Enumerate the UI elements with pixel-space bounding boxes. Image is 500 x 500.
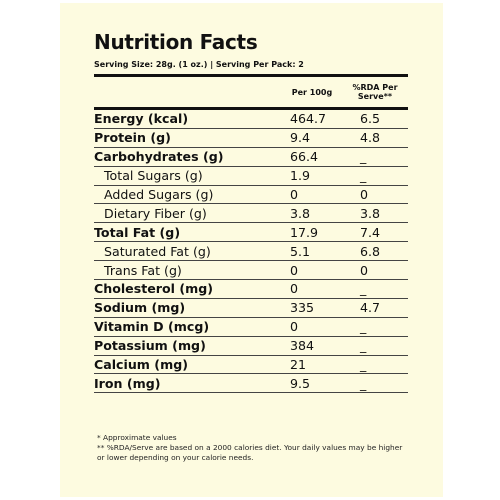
rda-value: 0 [360, 187, 369, 202]
nutrient-label: Carbohydrates (g) [94, 149, 224, 165]
rda-value: 0 [360, 262, 369, 278]
rda-note: ** %RDA/Serve are based on a 2000 calori… [97, 443, 403, 462]
nutrient-label: Dietary Fiber (g) [104, 205, 207, 221]
table-row: Trans Fat (g) 0 0 [94, 261, 408, 281]
divider-thick [94, 107, 408, 110]
rda-value: 6.5 [360, 111, 381, 127]
table-row: Total Sugars (g) 1.9 _ [94, 167, 408, 186]
rda-value: 3.8 [360, 205, 381, 221]
footnotes: * Approximate values ** %RDA/Serve are b… [97, 433, 407, 463]
page-title: Nutrition Facts [94, 30, 258, 54]
approximate-values-note: * Approximate values [97, 433, 177, 442]
nutrient-label: Added Sugars (g) [104, 187, 214, 202]
per-100g-value: 335 [290, 300, 315, 316]
rda-value: _ [360, 375, 367, 391]
table-row: Added Sugars (g) 0 0 [94, 186, 408, 205]
nutrient-label: Saturated Fat (g) [104, 243, 211, 259]
rda-value: _ [360, 338, 367, 354]
nutrient-label: Sodium (mg) [94, 300, 186, 316]
per-100g-value: 66.4 [290, 149, 319, 165]
rda-value: _ [360, 319, 367, 335]
nutrient-label: Cholesterol (mg) [94, 281, 213, 297]
nutrient-label: Total Sugars (g) [104, 168, 203, 184]
per-100g-value: 1.9 [290, 168, 311, 184]
nutrient-label: Iron (mg) [94, 375, 161, 391]
table-row: Potassium (mg) 384 _ [94, 337, 408, 356]
table-row: Saturated Fat (g) 5.1 6.8 [94, 242, 408, 262]
per-100g-value: 0 [290, 262, 299, 278]
table-row: Vitamin D (mcg) 0 _ [94, 318, 408, 337]
divider-thick [94, 74, 408, 77]
table-row: Cholesterol (mg) 0 _ [94, 280, 408, 299]
rda-value: 4.7 [360, 300, 381, 316]
per-100g-value: 17.9 [290, 224, 319, 240]
rda-value: 6.8 [360, 243, 381, 259]
nutrient-label: Potassium (mg) [94, 338, 206, 354]
serving-info: Serving Size: 28g. (1 oz.) | Serving Per… [94, 60, 304, 69]
per-100g-value: 0 [290, 281, 299, 297]
table-row: Iron (mg) 9.5 _ [94, 374, 408, 394]
rda-value: _ [360, 281, 367, 297]
nutrient-label: Trans Fat (g) [104, 262, 182, 278]
per-100g-value: 5.1 [290, 243, 311, 259]
nutrient-label: Energy (kcal) [94, 111, 189, 127]
per-100g-value: 0 [290, 187, 299, 202]
rda-value: _ [360, 168, 367, 184]
nutrient-label: Vitamin D (mcg) [94, 319, 210, 335]
nutrition-label-card: Nutrition Facts Serving Size: 28g. (1 oz… [60, 3, 443, 497]
table-row: Calcium (mg) 21 _ [94, 356, 408, 375]
per-100g-value: 0 [290, 319, 299, 335]
header-rda: %RDA Per Serve** [352, 83, 398, 101]
table-row: Dietary Fiber (g) 3.8 3.8 [94, 204, 408, 224]
per-100g-value: 9.4 [290, 130, 311, 146]
per-100g-value: 464.7 [290, 111, 327, 127]
table-row: Energy (kcal) 464.7 6.5 [94, 110, 408, 129]
nutrient-label: Calcium (mg) [94, 357, 188, 373]
table-row: Sodium (mg) 335 4.7 [94, 299, 408, 318]
rda-value: _ [360, 357, 367, 373]
nutrient-label: Total Fat (g) [94, 224, 181, 240]
table-row: Protein (g) 9.4 4.8 [94, 129, 408, 148]
rda-value: 7.4 [360, 224, 381, 240]
nutrition-panel: Nutrition Facts Serving Size: 28g. (1 oz… [94, 30, 408, 394]
per-100g-value: 9.5 [290, 375, 311, 391]
table-row: Total Fat (g) 17.9 7.4 [94, 223, 408, 243]
per-100g-value: 21 [290, 357, 307, 373]
rda-value: _ [360, 149, 367, 165]
per-100g-value: 3.8 [290, 205, 311, 221]
rda-value: 4.8 [360, 130, 381, 146]
table-row: Carbohydrates (g) 66.4 _ [94, 148, 408, 167]
table-header: Per 100g %RDA Per Serve** [94, 77, 408, 107]
per-100g-value: 384 [290, 338, 315, 354]
nutrient-label: Protein (g) [94, 130, 171, 146]
header-per-100g: Per 100g [291, 87, 333, 97]
